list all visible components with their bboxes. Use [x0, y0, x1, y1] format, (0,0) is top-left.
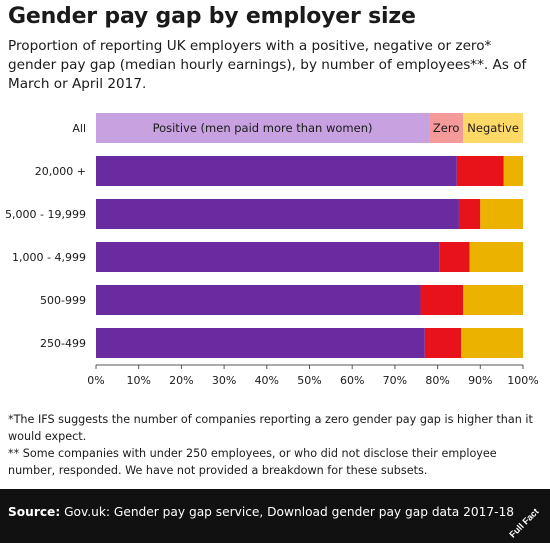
- logo-text: Full Fact: [507, 506, 540, 539]
- footnote-small-companies: ** Some companies with under 250 employe…: [8, 447, 497, 477]
- bar-segment: [469, 242, 523, 272]
- bar-segment: [458, 199, 481, 229]
- full-fact-logo-icon: Full Fact: [507, 506, 540, 539]
- footnote-zero-gap: *The IFS suggests the number of companie…: [8, 413, 533, 443]
- x-tick-label: 20%: [169, 374, 193, 387]
- series-legend-label: Zero: [433, 121, 459, 135]
- bar-segment: [96, 156, 457, 186]
- bar-segment: [96, 285, 421, 315]
- bar-segment: [503, 156, 523, 186]
- source-line: Source: Gov.uk: Gender pay gap service, …: [8, 505, 514, 519]
- x-tick-label: 80%: [425, 374, 449, 387]
- footnotes: *The IFS suggests the number of companie…: [8, 411, 544, 479]
- bar-segment: [420, 285, 464, 315]
- x-tick-label: 40%: [255, 374, 279, 387]
- page-title: Gender pay gap by employer size: [8, 4, 416, 29]
- source-label: Source:: [8, 505, 61, 519]
- bar-segment: [424, 328, 462, 358]
- category-label: 20,000 +: [35, 165, 86, 178]
- category-label: 500-999: [40, 294, 86, 307]
- bar-segment: [439, 242, 470, 272]
- x-tick-label: 100%: [507, 374, 538, 387]
- bar-segment: [96, 199, 459, 229]
- stacked-bar-chart: All Positive (men paid more than women) Ze…: [5, 113, 539, 387]
- bar-segment: [96, 113, 430, 143]
- series-legend-label: Negative: [467, 121, 519, 135]
- x-tick-label: 60%: [340, 374, 364, 387]
- bar-segment: [463, 285, 523, 315]
- bar-segment: [461, 328, 523, 358]
- bar-segment: [96, 328, 425, 358]
- x-tick-label: 90%: [468, 374, 492, 387]
- category-label: All: [72, 122, 86, 135]
- bar-segment: [429, 113, 464, 143]
- x-tick-label: 0%: [87, 374, 104, 387]
- x-tick-label: 50%: [297, 374, 321, 387]
- bar-segment: [96, 242, 440, 272]
- footer-bar: Source: Gov.uk: Gender pay gap service, …: [0, 489, 550, 543]
- bar-segment: [463, 113, 523, 143]
- x-tick-label: 30%: [212, 374, 236, 387]
- source-text: Gov.uk: Gender pay gap service, Download…: [64, 505, 515, 519]
- category-label: 5,000 - 19,999: [5, 208, 86, 221]
- x-tick-label: 70%: [383, 374, 407, 387]
- page-subtitle: Proportion of reporting UK employers wit…: [8, 38, 527, 92]
- x-tick-label: 10%: [126, 374, 150, 387]
- category-label: 250-499: [40, 337, 86, 350]
- series-legend-label: Positive (men paid more than women): [153, 121, 373, 135]
- category-label: 1,000 - 4,999: [12, 251, 86, 264]
- bar-segment: [480, 199, 523, 229]
- bar-segment: [456, 156, 504, 186]
